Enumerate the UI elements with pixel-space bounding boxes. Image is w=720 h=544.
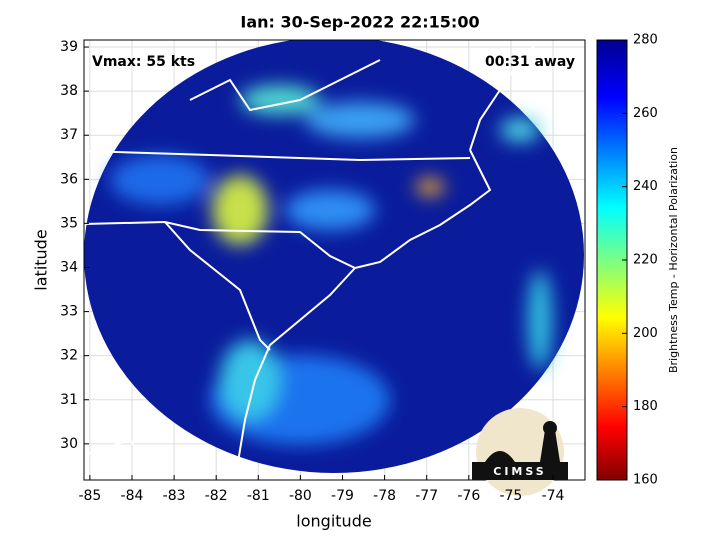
y-tick-label: 38 bbox=[60, 83, 78, 99]
colorbar-tick-label: 160 bbox=[633, 473, 658, 488]
y-tick-label: 36 bbox=[60, 171, 78, 187]
x-tick-label: -78 bbox=[373, 488, 396, 504]
logo: CIMSS bbox=[472, 408, 568, 496]
y-tick-label: 32 bbox=[60, 348, 78, 364]
x-tick-label: -85 bbox=[78, 488, 101, 504]
y-tick-label: 37 bbox=[60, 127, 78, 143]
x-tick-label: -80 bbox=[289, 488, 312, 504]
x-tick-label: -75 bbox=[499, 488, 522, 504]
colorbar-tick-label: 220 bbox=[633, 253, 658, 268]
x-tick-label: -84 bbox=[121, 488, 144, 504]
colorbar-label: Brightness Temp - Horizontal Polarizatio… bbox=[667, 147, 680, 373]
y-tick-label: 31 bbox=[60, 392, 78, 408]
colorbar-tick-label: 180 bbox=[633, 399, 658, 414]
colorbar-tick-label: 280 bbox=[633, 33, 658, 48]
annotation: Vmax: 55 kts bbox=[92, 54, 195, 70]
y-axis-label: latitude bbox=[32, 229, 51, 290]
x-tick-label: -79 bbox=[331, 488, 354, 504]
x-axis-label: longitude bbox=[296, 512, 371, 531]
colorbar-tick-label: 260 bbox=[633, 106, 658, 121]
x-tick-label: -82 bbox=[205, 488, 228, 504]
x-tick-label: -81 bbox=[247, 488, 270, 504]
y-tick-label: 39 bbox=[60, 39, 78, 55]
swath bbox=[84, 40, 584, 480]
x-tick-label: -77 bbox=[415, 488, 438, 504]
logo-text: CIMSS bbox=[493, 465, 546, 478]
colorbar-tick-label: 240 bbox=[633, 179, 658, 194]
y-tick-label: 30 bbox=[60, 436, 78, 452]
x-tick-label: -76 bbox=[457, 488, 480, 504]
annotation: 00:31 away bbox=[485, 54, 575, 70]
y-tick-label: 33 bbox=[60, 304, 78, 320]
y-tick-label: 35 bbox=[60, 215, 78, 231]
plot-frame bbox=[83, 39, 586, 481]
y-tick-label: 34 bbox=[60, 259, 78, 275]
colorbar-tick-label: 200 bbox=[633, 326, 658, 341]
chart-title: Ian: 30-Sep-2022 22:15:00 bbox=[240, 13, 479, 32]
x-tick-label: -83 bbox=[163, 488, 186, 504]
x-tick-label: -74 bbox=[542, 488, 565, 504]
